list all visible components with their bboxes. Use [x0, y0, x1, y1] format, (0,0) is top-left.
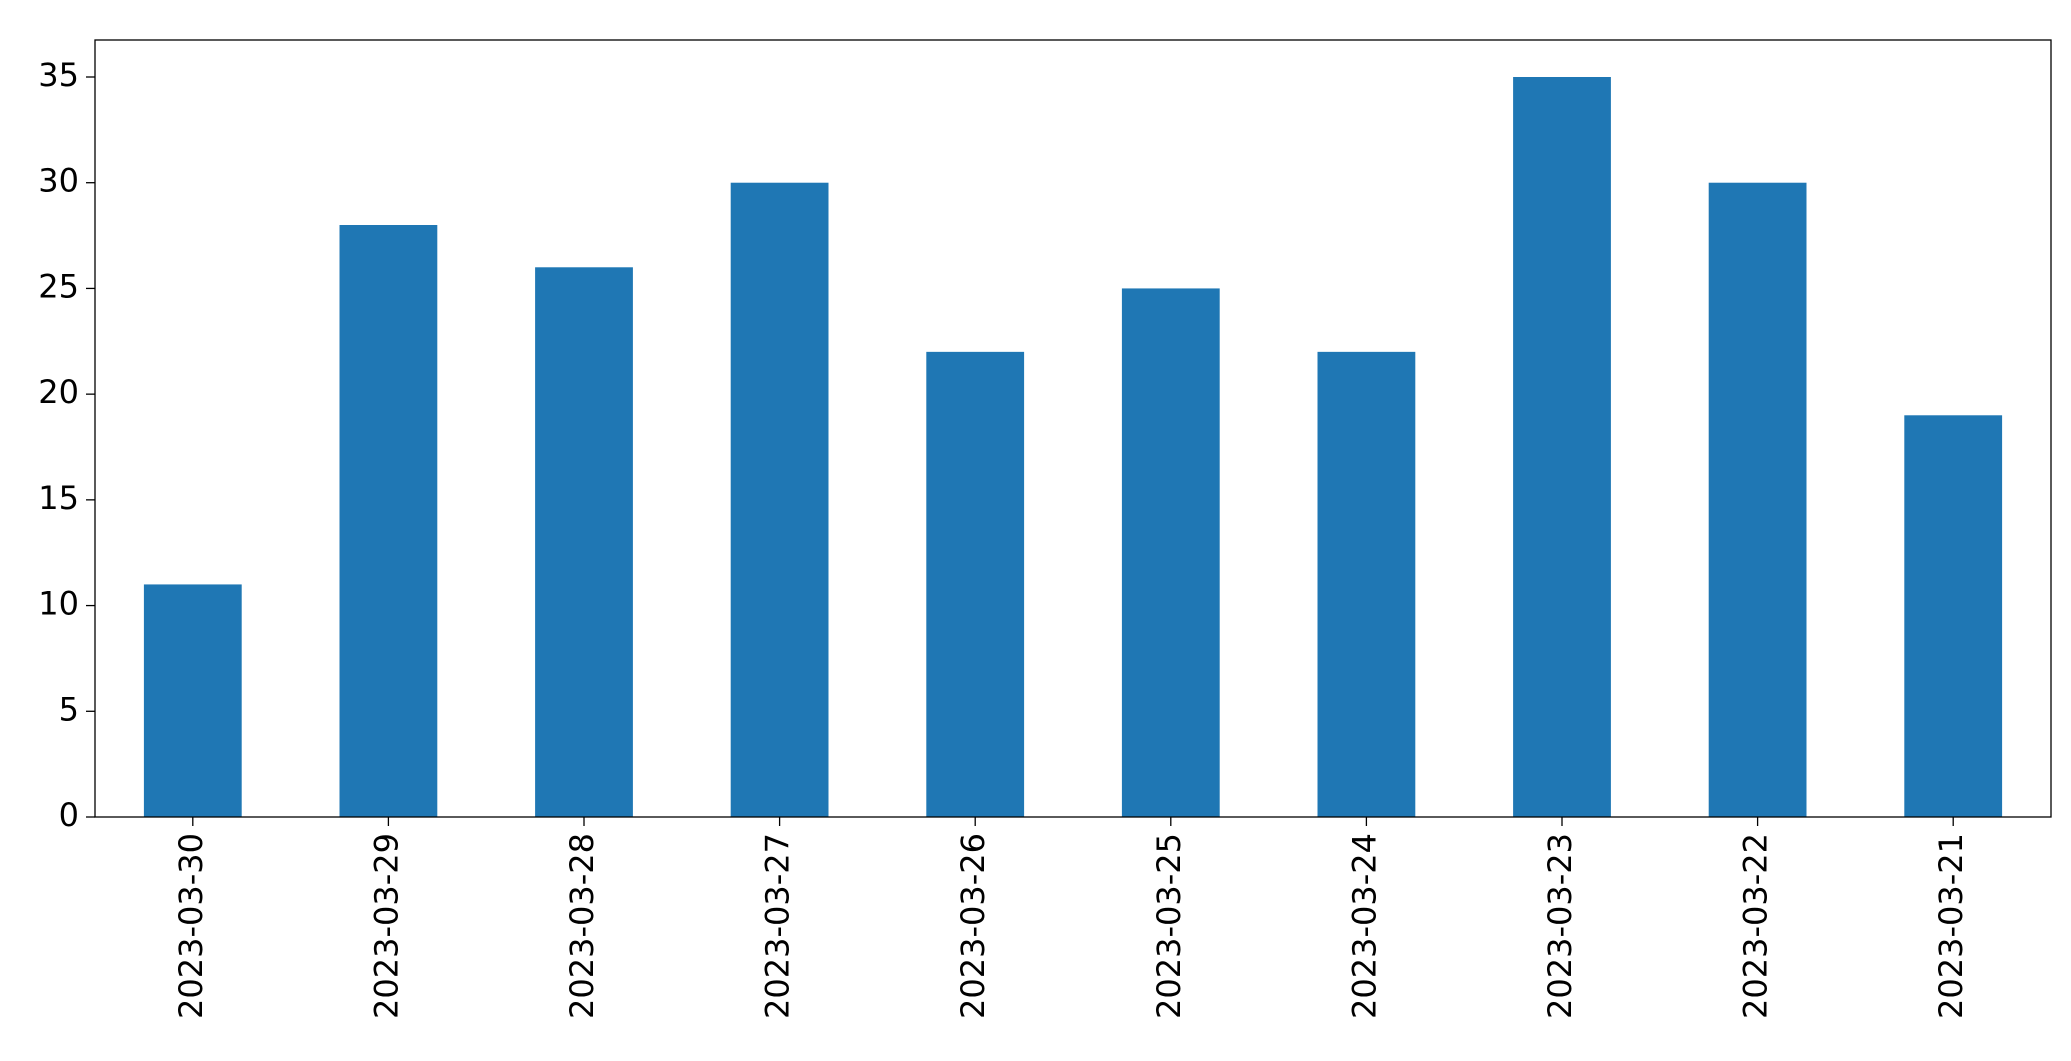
x-tick-label: 2023-03-29: [367, 833, 405, 1019]
x-tick-label: 2023-03-21: [1932, 833, 1970, 1019]
y-tick-label: 35: [38, 56, 79, 94]
y-tick-label: 15: [38, 479, 79, 517]
x-tick-label: 2023-03-22: [1737, 833, 1775, 1019]
y-tick-label: 5: [59, 690, 79, 728]
y-tick-label: 0: [59, 796, 79, 834]
bar: [535, 267, 633, 817]
bar: [730, 182, 829, 817]
y-tick-label: 10: [38, 585, 79, 623]
bar: [143, 584, 242, 817]
bar: [1121, 288, 1220, 817]
x-tick-label: 2023-03-28: [563, 833, 601, 1019]
x-tick-label: 2023-03-27: [759, 833, 797, 1019]
y-tick-label: 20: [38, 373, 79, 411]
y-tick-label: 25: [38, 267, 79, 305]
bar: [926, 351, 1025, 817]
x-tick-label: 2023-03-26: [954, 833, 992, 1019]
x-tick-label: 2023-03-24: [1345, 833, 1383, 1019]
x-tick-label: 2023-03-23: [1541, 833, 1579, 1019]
x-tick-label: 2023-03-30: [172, 833, 210, 1019]
bar: [1317, 351, 1416, 817]
bar: [1708, 182, 1807, 817]
bar: [339, 225, 438, 817]
y-tick-label: 30: [38, 162, 79, 200]
plot-frame: [94, 39, 2052, 818]
x-tick-label: 2023-03-25: [1150, 833, 1188, 1019]
bar: [1904, 415, 2003, 817]
bar: [1513, 77, 1611, 817]
